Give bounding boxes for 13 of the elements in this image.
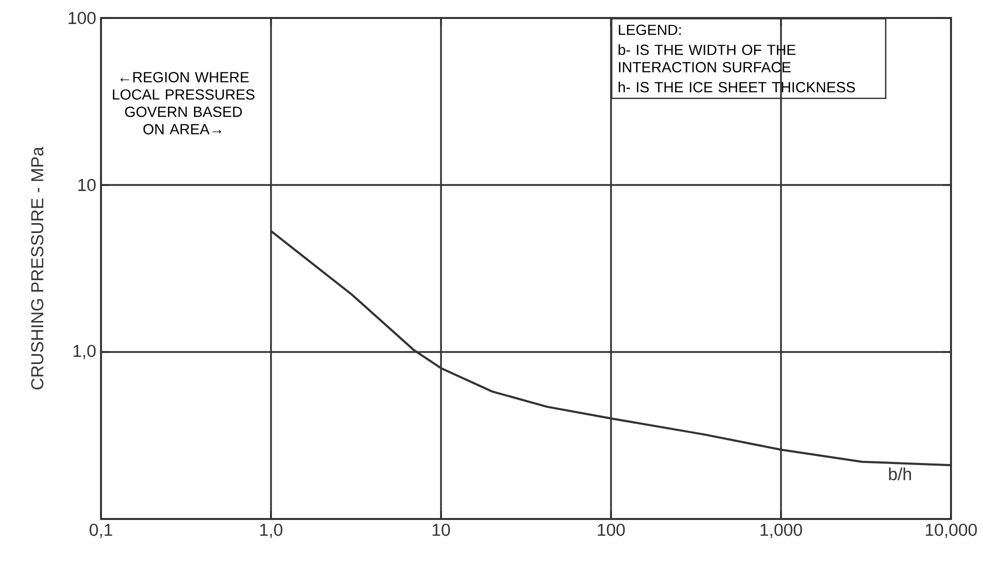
x-tick-label: 100 (598, 524, 625, 536)
x-tick-label: 1,000 (760, 524, 802, 538)
y-tick-label: 10 (78, 178, 96, 192)
x-tick-label: 1,0 (260, 524, 282, 538)
y-tick-label: 100 (68, 12, 96, 24)
x-tick-label: 10 (432, 524, 450, 536)
y-tick-label: 1,0 (74, 344, 96, 360)
annotation: ←REGION WHERE LOCAL PRESSURES GOVERN BASED ON AREA→ (112, 72, 254, 134)
x-tick-label: 10,000 (926, 524, 977, 538)
annotation: LEGEND: (618, 24, 681, 36)
y-axis-title: CRUSHING PRESSURE - MPa (31, 146, 44, 390)
x-tick-label: 0,1 (90, 524, 112, 538)
x-axis-title: b/h (889, 468, 911, 480)
